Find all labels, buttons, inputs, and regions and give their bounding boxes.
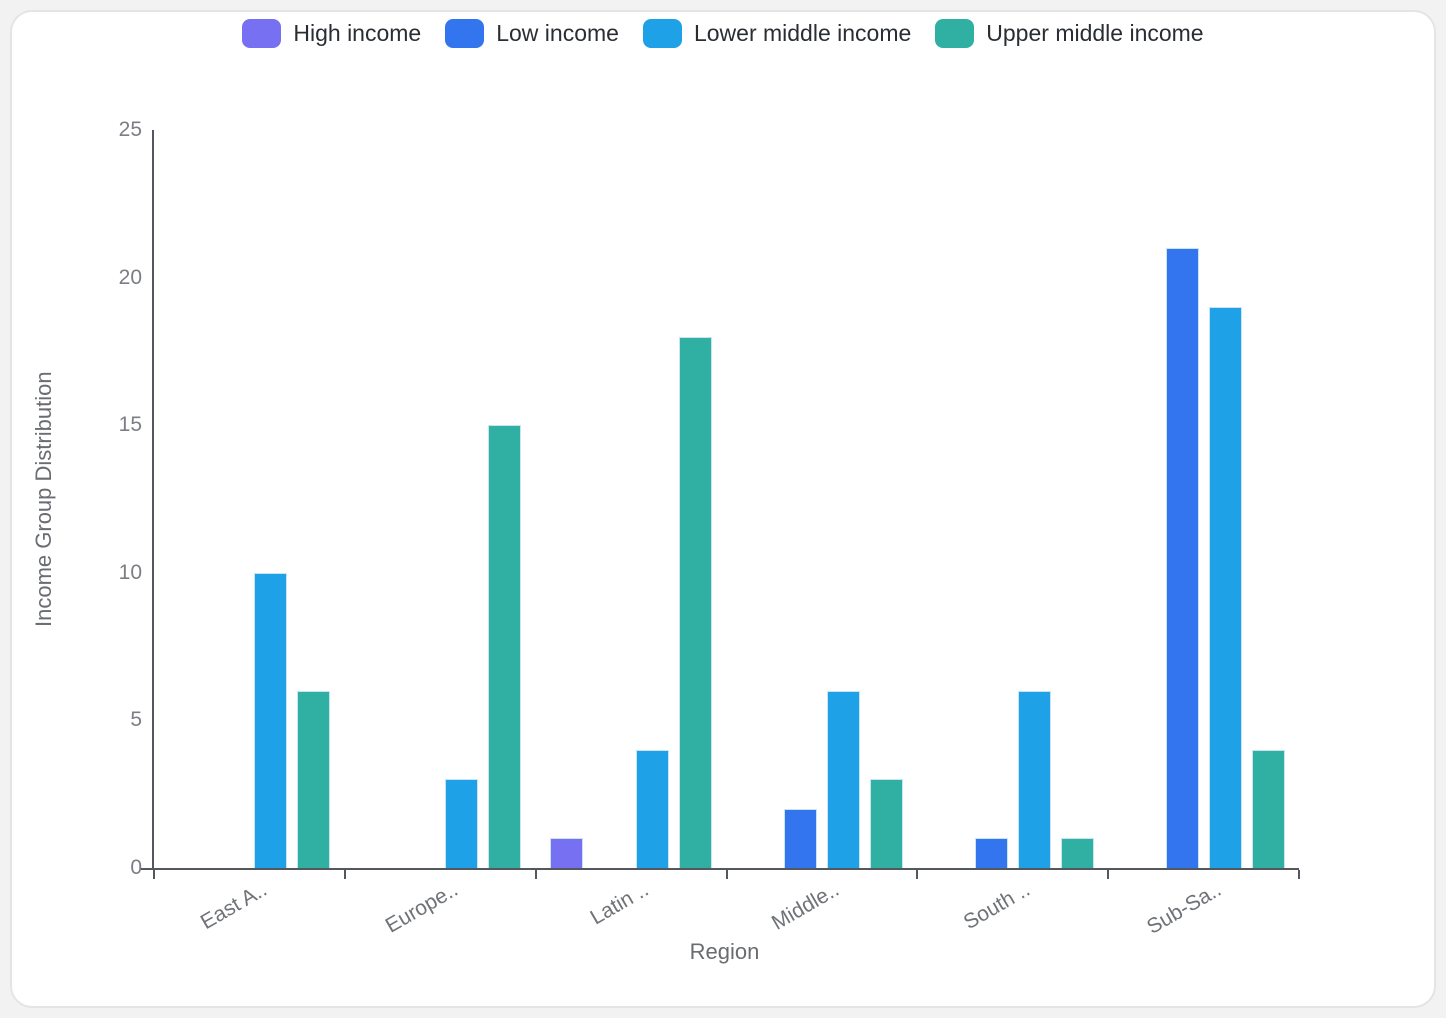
legend-swatch-icon: [642, 19, 682, 48]
y-tick-label-10: 10: [118, 560, 142, 584]
y-tick-label-15: 15: [118, 413, 142, 437]
x-axis-tick: [1298, 870, 1300, 879]
legend-item-high-income[interactable]: High income: [242, 19, 421, 48]
bar-group-latin: Latin ..: [536, 130, 727, 929]
legend-swatch-icon: [445, 19, 485, 48]
legend-label: High income: [293, 20, 422, 46]
bar-upper-middle-income-latin[interactable]: [679, 336, 713, 868]
legend-swatch-icon: [935, 19, 975, 48]
bar-high-income-latin[interactable]: [550, 838, 584, 868]
bar-upper-middle-income-middle[interactable]: [869, 779, 903, 868]
y-tick-label-0: 0: [130, 856, 142, 879]
bar-lower-middle-income-latin[interactable]: [636, 749, 670, 868]
legend-item-lower-middle-income[interactable]: Lower middle income: [642, 19, 912, 48]
x-axis-tick: [725, 870, 728, 879]
bar-low-income-south[interactable]: [974, 838, 1008, 868]
y-tick-label-5: 5: [130, 708, 142, 732]
legend-item-upper-middle-income[interactable]: Upper middle income: [935, 19, 1204, 48]
bar-group-middle: Middle..: [726, 130, 917, 935]
x-axis-tick: [153, 870, 155, 879]
bar-group-east-a: East A..: [154, 130, 345, 934]
x-axis-tick: [534, 870, 537, 879]
legend-swatch-icon: [242, 19, 282, 48]
y-axis-zero-tick: [141, 868, 152, 870]
legend-label: Low income: [496, 20, 619, 46]
bar-upper-middle-income-sub-sa[interactable]: [1251, 749, 1285, 868]
bar-low-income-sub-sa[interactable]: [1165, 248, 1199, 868]
y-tick-label-20: 20: [118, 265, 142, 289]
bar-upper-middle-income-east-a[interactable]: [297, 690, 331, 868]
legend: High income Low income Lower middle income…: [0, 19, 1446, 48]
x-axis-tick: [343, 870, 346, 879]
bar-upper-middle-income-europe[interactable]: [488, 425, 522, 868]
bar-lower-middle-income-middle[interactable]: [826, 690, 860, 868]
bar-lower-middle-income-south[interactable]: [1017, 690, 1051, 868]
x-axis-tick: [1107, 870, 1110, 879]
legend-label: Lower middle income: [693, 20, 912, 46]
x-axis-title: Region: [689, 939, 760, 964]
bar-lower-middle-income-sub-sa[interactable]: [1208, 307, 1242, 868]
y-tick-label-25: 25: [118, 118, 142, 141]
bar-lower-middle-income-europe[interactable]: [445, 779, 479, 868]
plot-area: East A.. Europe.. Latin .. Middle.. South ..…: [141, 130, 1300, 939]
legend-label: Upper middle income: [986, 20, 1204, 46]
bar-upper-middle-income-south[interactable]: [1060, 838, 1094, 868]
bar-lower-middle-income-east-a[interactable]: [254, 572, 288, 868]
bar-low-income-middle[interactable]: [783, 808, 817, 868]
y-axis-tick-labels: 0 5 10 15 20 25: [0, 119, 142, 879]
legend-item-low-income[interactable]: Low income: [445, 19, 619, 48]
bar-group-south: South ..: [917, 130, 1108, 934]
bar-group-sub-sa: Sub-Sa..: [1108, 130, 1299, 939]
x-axis-tick: [916, 870, 919, 879]
bar-group-europe: Europe..: [345, 130, 536, 938]
